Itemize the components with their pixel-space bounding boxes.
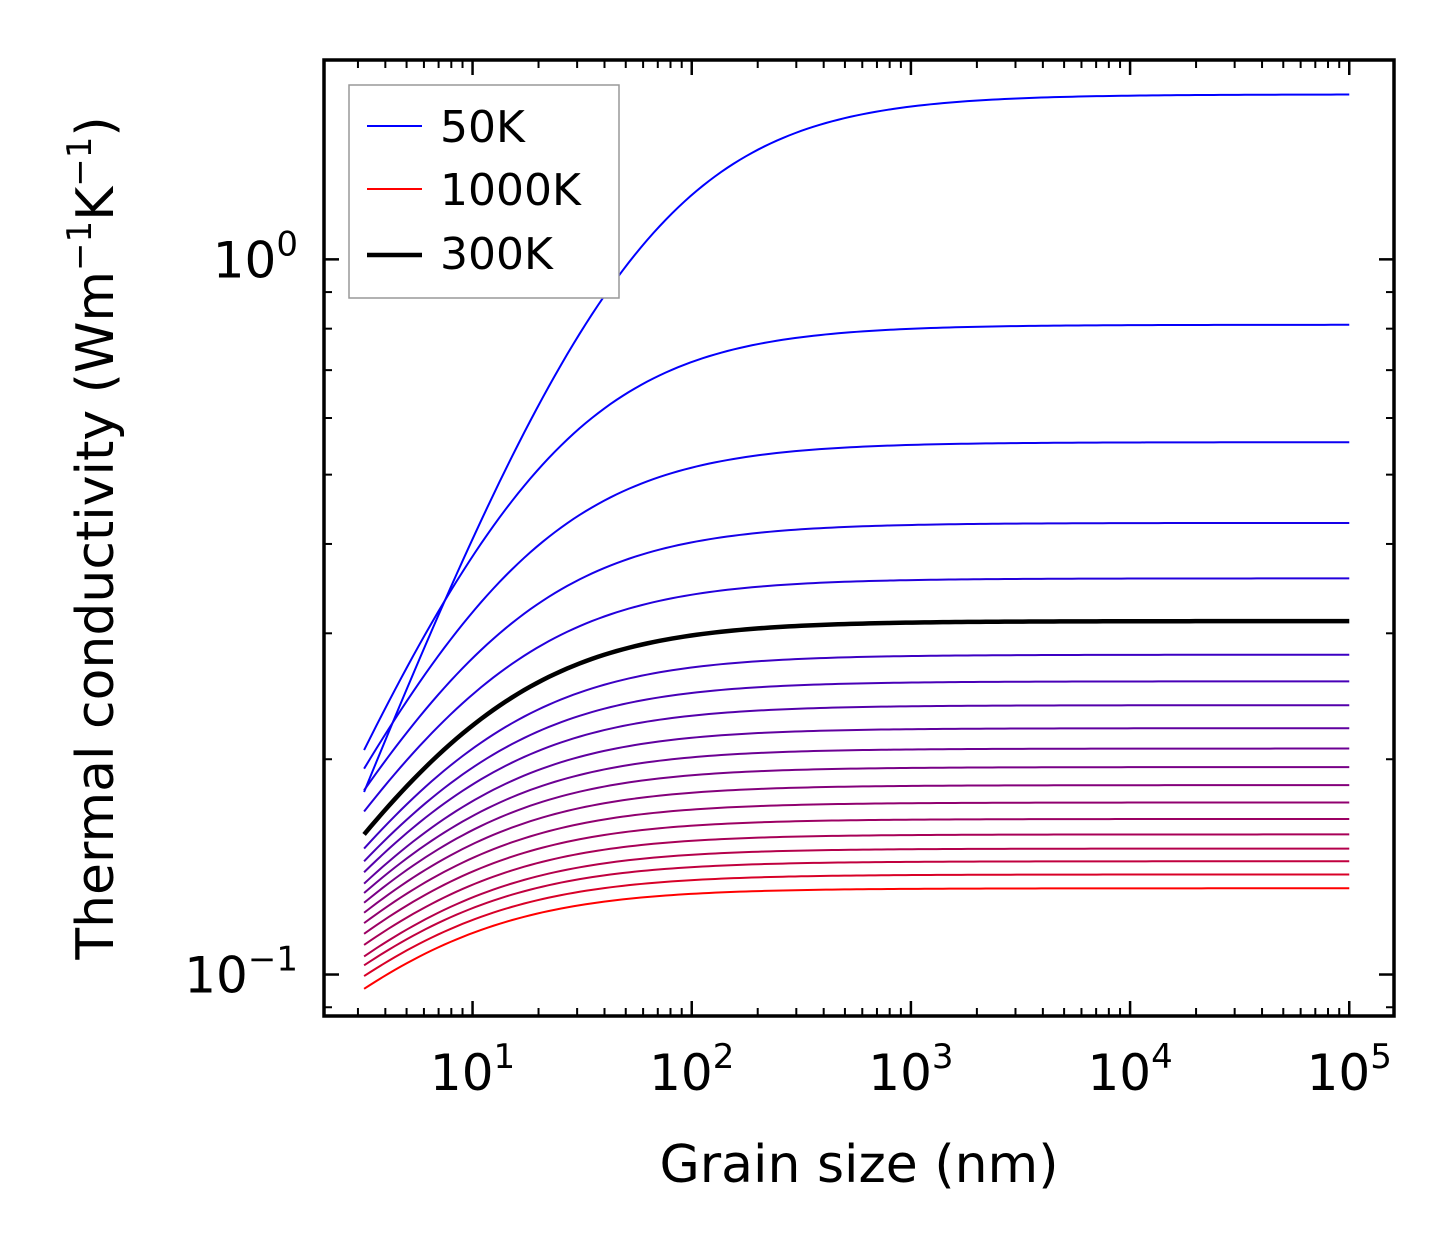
y-axis-label: Thermal conductivity (Wm−1K−1) [60, 116, 126, 960]
y-axis-label-prefix: Thermal conductivity (Wm [66, 271, 126, 961]
series-line-550k [363, 747, 1350, 894]
legend: 50K 1000K 300K [348, 84, 620, 299]
series-line-700k [363, 801, 1350, 924]
series-line-750k [363, 817, 1350, 935]
series-line-850k [363, 847, 1350, 958]
y-tick-label-exp: −1 [248, 940, 298, 980]
series-line-600k [363, 766, 1350, 904]
series-line-250k [363, 577, 1350, 813]
x-tick-label-3: 103 [868, 1037, 953, 1102]
y-axis-label-sup1: −1 [60, 221, 100, 271]
x-tick-label-base: 10 [1307, 1044, 1371, 1102]
x-tick-label-5: 105 [1307, 1037, 1392, 1102]
legend-label-50k: 50K [440, 102, 526, 153]
series-line-300k [362, 618, 1350, 836]
legend-label-1000k: 1000K [440, 165, 582, 216]
legend-box [348, 84, 620, 299]
x-axis-label: Grain size (nm) [659, 1135, 1058, 1195]
x-tick-label-2: 102 [649, 1037, 734, 1102]
series-layer [362, 93, 1350, 990]
x-tick-label-exp: 2 [713, 1037, 735, 1077]
y-tick-label-base: 10 [184, 947, 248, 1005]
series-line-50k [363, 93, 1350, 793]
x-tick-label-base: 10 [1087, 1044, 1151, 1102]
series-line-900k [363, 860, 1350, 967]
x-tick-label-exp: 4 [1151, 1037, 1173, 1077]
y-axis-label-sup2: −1 [60, 137, 100, 187]
series-line-500k [363, 727, 1350, 885]
legend-label-300k: 300K [440, 229, 554, 280]
x-tick-label-4: 104 [1087, 1037, 1172, 1102]
series-line-200k [363, 521, 1350, 791]
x-tick-label-base: 10 [649, 1044, 713, 1102]
series-line-1000k [363, 887, 1350, 990]
y-axis-label-mid: K [66, 185, 126, 221]
y-tick-label-base: 10 [213, 231, 277, 289]
x-tick-label-exp: 5 [1370, 1037, 1392, 1077]
series-line-650k [363, 784, 1350, 914]
y-axis-label-suffix: ) [66, 116, 126, 136]
series-line-350k [363, 653, 1350, 850]
plot-frame [322, 58, 1396, 1018]
series-line-450k [363, 704, 1350, 873]
series-line-800k [363, 833, 1350, 946]
x-tick-label-base: 10 [868, 1044, 932, 1102]
x-tick-label-exp: 3 [932, 1037, 954, 1077]
series-line-100k [363, 323, 1350, 751]
series-line-950k [363, 873, 1350, 977]
series-line-400k [363, 680, 1350, 862]
y-tick-label-minus1: 10−1 [184, 940, 298, 1005]
y-tick-label-0: 100 [213, 224, 298, 289]
series-line-150k [363, 441, 1350, 770]
y-tick-label-exp: 0 [276, 224, 298, 264]
x-tick-label-base: 10 [430, 1044, 494, 1102]
x-tick-labels: 101 102 103 104 105 [430, 1037, 1392, 1102]
x-tick-label-1: 101 [430, 1037, 515, 1102]
x-tick-label-exp: 1 [494, 1037, 516, 1077]
